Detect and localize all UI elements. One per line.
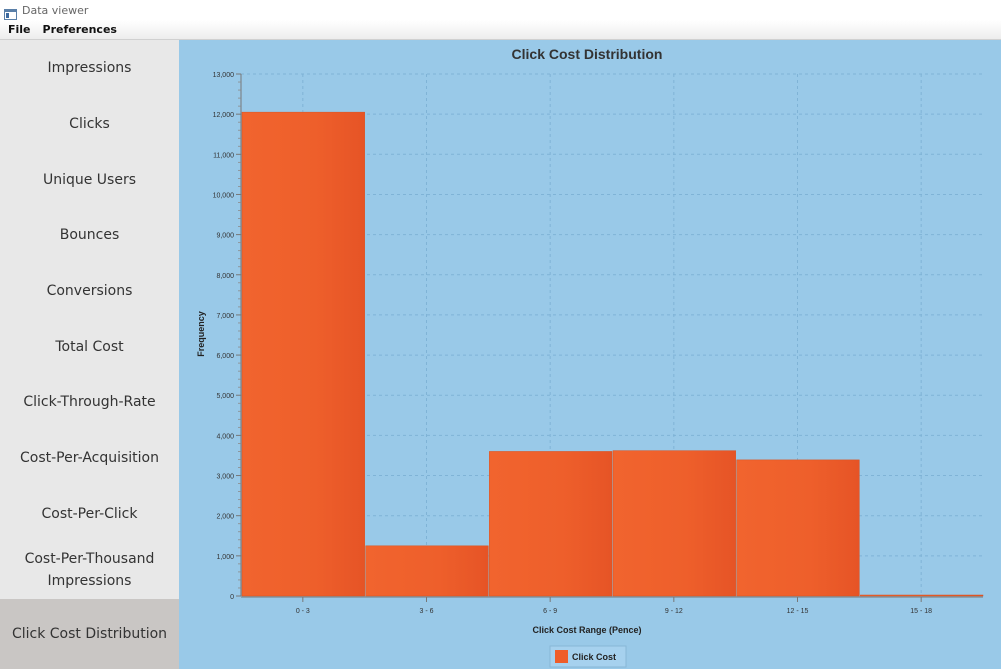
metrics-sidebar: Impressions Clicks Unique Users Bounces … bbox=[0, 40, 179, 669]
y-tick-label: 6,000 bbox=[216, 353, 234, 360]
y-tick-label: 1,000 bbox=[216, 554, 234, 561]
y-tick-label: 3,000 bbox=[216, 474, 234, 481]
sidebar-item-cost-per-acquisition[interactable]: Cost-Per-Acquisition bbox=[0, 430, 179, 486]
sidebar-item-label: Click-Through-Rate bbox=[23, 394, 156, 410]
y-tick-label: 5,000 bbox=[216, 393, 234, 400]
bar-12-15 bbox=[736, 459, 860, 597]
menu-file[interactable]: File bbox=[8, 23, 31, 36]
chart-bars bbox=[241, 111, 984, 597]
x-tick-label: 15 - 18 bbox=[910, 608, 932, 615]
sidebar-item-label: Cost-Per-Acquisition bbox=[19, 450, 159, 466]
y-tick-label: 12,000 bbox=[213, 112, 235, 119]
chart-legend: Click Cost bbox=[549, 645, 627, 668]
legend-box bbox=[549, 645, 627, 668]
menu-bar: File Preferences bbox=[0, 20, 1001, 40]
x-axis-label: Click Cost Range (Pence) bbox=[532, 625, 641, 635]
sidebar-item-label: Total Cost bbox=[55, 338, 124, 355]
menu-preferences[interactable]: Preferences bbox=[42, 23, 117, 36]
x-tick-label: 9 - 12 bbox=[665, 608, 683, 615]
window-titlebar: Data viewer bbox=[0, 0, 1001, 20]
chart-panel: Click Cost Distribution 0 1,000 2,000 3,000… bbox=[179, 40, 1001, 669]
legend-swatch-click-cost bbox=[555, 650, 568, 663]
sidebar-item-conversions[interactable]: Conversions bbox=[0, 263, 179, 319]
x-tick-label: 12 - 15 bbox=[787, 608, 809, 615]
y-tick-label: 9,000 bbox=[216, 233, 234, 240]
sidebar-item-label: Cost-Per-Thousand Impressions bbox=[24, 551, 155, 589]
y-tick-label: 13,000 bbox=[213, 72, 235, 79]
bar-3-6 bbox=[365, 545, 489, 597]
sidebar-item-label: Conversions bbox=[46, 283, 133, 299]
click-cost-distribution-chart: Click Cost Distribution 0 1,000 2,000 3,000… bbox=[196, 46, 984, 668]
sidebar-item-label: Clicks bbox=[69, 116, 110, 132]
sidebar-item-label: Bounces bbox=[59, 227, 120, 243]
sidebar-item-bounces[interactable]: Bounces bbox=[0, 207, 179, 263]
sidebar-item-label: Impressions bbox=[47, 60, 132, 76]
x-axis-ticks: 0 - 3 3 - 6 6 - 9 9 - 12 12 - 15 15 - 18 bbox=[296, 597, 932, 615]
y-axis-ticks: 0 1,000 2,000 3,000 4,000 5,000 6,000 7,000 8,00… bbox=[213, 72, 241, 601]
sidebar-item-label: Cost-Per-Click bbox=[41, 505, 138, 522]
y-axis-label: Frequency bbox=[196, 311, 206, 357]
sidebar-item-unique-users[interactable]: Unique Users bbox=[0, 152, 179, 207]
y-tick-label: 8,000 bbox=[216, 273, 234, 280]
bar-15-18 bbox=[860, 594, 984, 597]
y-tick-label: 0 bbox=[230, 594, 234, 601]
y-tick-label: 7,000 bbox=[216, 313, 234, 320]
chart-title: Click Cost Distribution bbox=[512, 46, 663, 62]
legend-label-click-cost: Click Cost bbox=[572, 652, 616, 662]
x-tick-label: 3 - 6 bbox=[419, 608, 433, 615]
bar-0-3 bbox=[241, 111, 365, 597]
bar-6-9 bbox=[489, 451, 613, 597]
chart-axes bbox=[240, 74, 983, 598]
sidebar-item-total-cost[interactable]: Total Cost bbox=[0, 319, 179, 374]
sidebar-item-clicks[interactable]: Clicks bbox=[0, 96, 179, 152]
sidebar-item-label: Unique Users bbox=[42, 171, 137, 188]
y-tick-label: 4,000 bbox=[216, 433, 234, 440]
sidebar-item-click-through-rate[interactable]: Click-Through-Rate bbox=[0, 374, 179, 430]
y-tick-label: 10,000 bbox=[213, 192, 235, 199]
y-tick-label: 2,000 bbox=[216, 514, 234, 521]
x-tick-label: 0 - 3 bbox=[296, 608, 310, 615]
sidebar-item-click-cost-distribution[interactable]: Click Cost Distribution bbox=[0, 599, 179, 669]
x-tick-label: 6 - 9 bbox=[543, 608, 557, 615]
y-tick-label: 11,000 bbox=[213, 152, 234, 159]
sidebar-item-label: Click Cost Distribution bbox=[11, 626, 168, 642]
bar-9-12 bbox=[612, 450, 736, 597]
window-title: Data viewer bbox=[22, 3, 89, 17]
sidebar-item-impressions[interactable]: Impressions bbox=[0, 40, 179, 96]
sidebar-item-cost-per-thousand-impressions[interactable]: Cost-Per-Thousand Impressions bbox=[0, 541, 179, 599]
app-window-icon bbox=[4, 5, 17, 20]
sidebar-item-cost-per-click[interactable]: Cost-Per-Click bbox=[0, 486, 179, 541]
